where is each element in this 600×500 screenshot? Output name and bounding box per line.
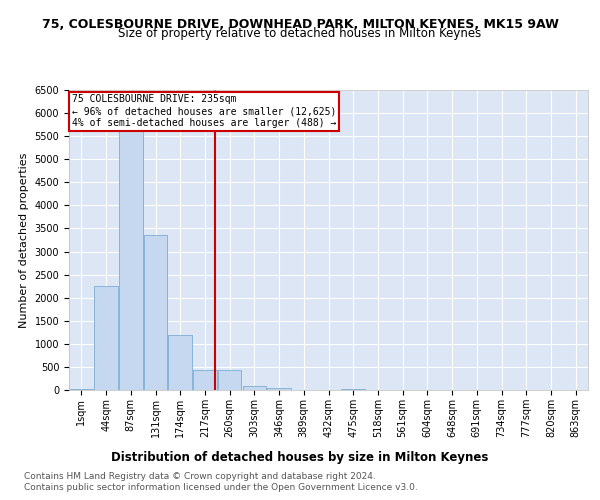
- Text: Contains public sector information licensed under the Open Government Licence v3: Contains public sector information licen…: [24, 483, 418, 492]
- Bar: [218, 370, 241, 390]
- Bar: [242, 386, 266, 390]
- Text: Size of property relative to detached houses in Milton Keynes: Size of property relative to detached ho…: [118, 28, 482, 40]
- Text: 75, COLESBOURNE DRIVE, DOWNHEAD PARK, MILTON KEYNES, MK15 9AW: 75, COLESBOURNE DRIVE, DOWNHEAD PARK, MI…: [41, 18, 559, 30]
- Bar: [268, 388, 291, 390]
- Text: Distribution of detached houses by size in Milton Keynes: Distribution of detached houses by size …: [112, 451, 488, 464]
- Bar: [119, 122, 143, 390]
- Bar: [94, 286, 118, 390]
- Text: 75 COLESBOURNE DRIVE: 235sqm
← 96% of detached houses are smaller (12,625)
4% of: 75 COLESBOURNE DRIVE: 235sqm ← 96% of de…: [71, 94, 336, 128]
- Bar: [341, 389, 365, 390]
- Bar: [193, 370, 217, 390]
- Text: Contains HM Land Registry data © Crown copyright and database right 2024.: Contains HM Land Registry data © Crown c…: [24, 472, 376, 481]
- Bar: [169, 334, 192, 390]
- Bar: [144, 236, 167, 390]
- Y-axis label: Number of detached properties: Number of detached properties: [19, 152, 29, 328]
- Bar: [70, 389, 93, 390]
